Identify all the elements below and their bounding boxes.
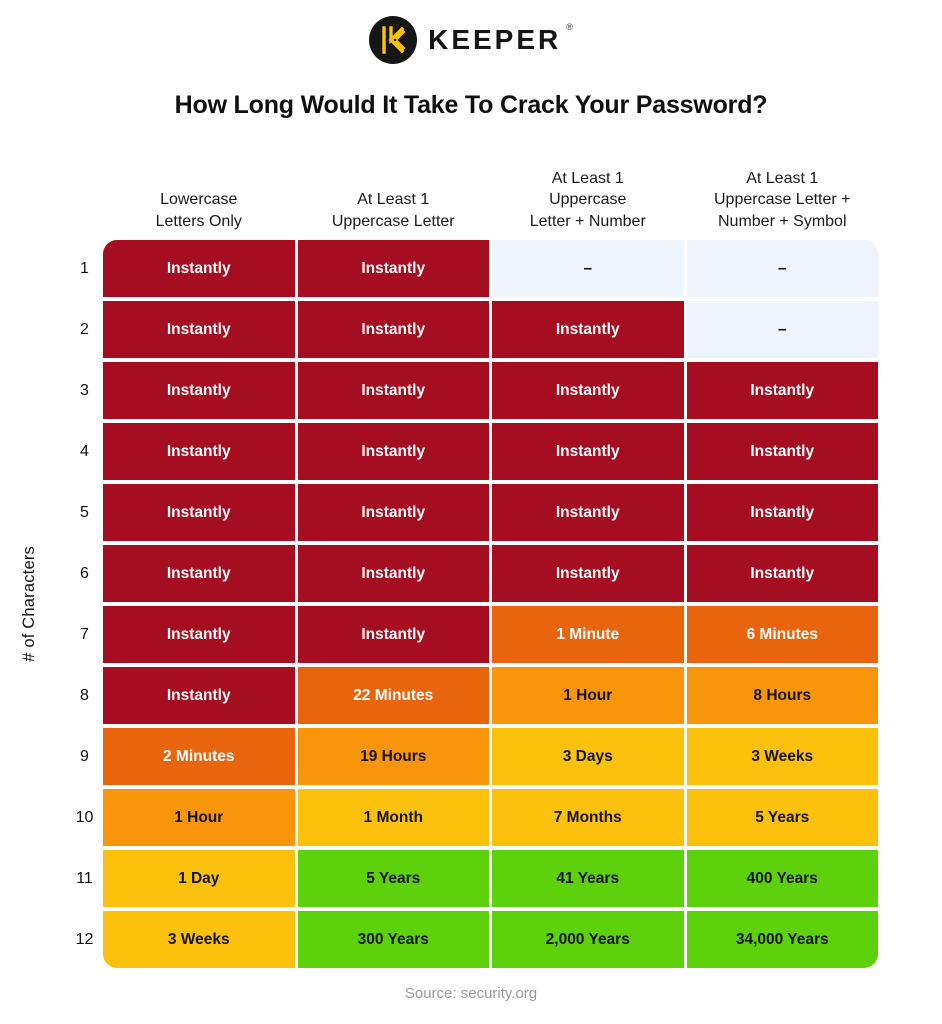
keeper-logo: KEEPER ® bbox=[0, 0, 942, 64]
row-number: 2 bbox=[80, 320, 89, 338]
table-cell: – bbox=[686, 301, 878, 358]
table-cell: Instantly bbox=[686, 545, 878, 602]
row-numbers: 1 2 3 4 5 6 7 8 9 10 11 12 bbox=[58, 240, 103, 968]
table-cell: Instantly bbox=[686, 423, 878, 480]
row-number: 8 bbox=[80, 686, 89, 704]
page-title: How Long Would It Take To Crack Your Pas… bbox=[174, 91, 768, 119]
table-cell: 2 Minutes bbox=[103, 728, 295, 785]
registered-trademark: ® bbox=[566, 22, 573, 32]
table-cell: 6 Minutes bbox=[686, 606, 878, 663]
table-cell: Instantly bbox=[103, 301, 295, 358]
table-cell: Instantly bbox=[103, 240, 295, 297]
table-cell: Instantly bbox=[103, 362, 295, 419]
table-cell: Instantly bbox=[297, 240, 489, 297]
row-number: 9 bbox=[80, 747, 89, 765]
table-cell: 7 Months bbox=[492, 789, 684, 846]
table-cell: Instantly bbox=[103, 667, 295, 724]
source-attribution: Source: security.org bbox=[404, 985, 538, 1002]
row-number: 4 bbox=[80, 442, 89, 460]
table-cell: Instantly bbox=[297, 301, 489, 358]
table-cell: – bbox=[686, 240, 878, 297]
table-cell: Instantly bbox=[492, 301, 684, 358]
table-cell: 1 Minute bbox=[492, 606, 684, 663]
column-header-uppercase-number-symbol: At Least 1 Uppercase Letter + Number + S… bbox=[713, 169, 851, 230]
table-cell: Instantly bbox=[492, 362, 684, 419]
password-crack-table: Lowercase Letters Only At Least 1 Upperc… bbox=[0, 148, 878, 968]
table-cell: Instantly bbox=[103, 606, 295, 663]
keeper-logo-icon bbox=[369, 16, 418, 64]
table-cell: 300 Years bbox=[297, 911, 489, 968]
table-cell: Instantly bbox=[297, 484, 489, 541]
table-cell: 5 Years bbox=[686, 789, 878, 846]
table-cell: 1 Day bbox=[103, 850, 295, 907]
column-header-lowercase-only: Lowercase Letters Only bbox=[155, 191, 242, 230]
table-cell: 5 Years bbox=[297, 850, 489, 907]
table-cell: Instantly bbox=[492, 423, 684, 480]
row-number: 10 bbox=[75, 808, 94, 826]
row-number: 1 bbox=[80, 259, 89, 277]
column-header-uppercase-number: At Least 1 Uppercase Letter + Number bbox=[529, 169, 646, 230]
y-axis-label: # of Characters bbox=[19, 546, 38, 662]
column-headers: Lowercase Letters Only At Least 1 Upperc… bbox=[103, 148, 878, 240]
table-cell: Instantly bbox=[297, 423, 489, 480]
table-cell: 400 Years bbox=[686, 850, 878, 907]
table-cell: Instantly bbox=[103, 545, 295, 602]
table-cell: 1 Hour bbox=[103, 789, 295, 846]
row-number: 7 bbox=[80, 625, 89, 643]
table-cell: 19 Hours bbox=[297, 728, 489, 785]
table-cell: Instantly bbox=[103, 484, 295, 541]
column-header-uppercase: At Least 1 Uppercase Letter bbox=[331, 191, 455, 230]
table-cell: 3 Weeks bbox=[103, 911, 295, 968]
table-cell: Instantly bbox=[297, 545, 489, 602]
table-cell: 22 Minutes bbox=[297, 667, 489, 724]
brand-wordmark: KEEPER bbox=[428, 24, 562, 55]
table-cell: Instantly bbox=[297, 362, 489, 419]
table-cell: 2,000 Years bbox=[492, 911, 684, 968]
table-cell: 8 Hours bbox=[686, 667, 878, 724]
row-number: 3 bbox=[80, 381, 89, 399]
table-cell: 3 Weeks bbox=[686, 728, 878, 785]
table-cell: Instantly bbox=[103, 423, 295, 480]
table-cell: Instantly bbox=[686, 484, 878, 541]
table-cell: Instantly bbox=[686, 362, 878, 419]
table-cell: Instantly bbox=[492, 484, 684, 541]
table-cell: Instantly bbox=[492, 545, 684, 602]
table-cell: 41 Years bbox=[492, 850, 684, 907]
row-number: 12 bbox=[75, 930, 94, 948]
row-number: 6 bbox=[80, 564, 89, 582]
table-cell: 3 Days bbox=[492, 728, 684, 785]
table-cell: 1 Hour bbox=[492, 667, 684, 724]
table-cell: – bbox=[492, 240, 684, 297]
table-cells: Instantly Instantly – – Instantly Instan… bbox=[103, 240, 878, 968]
row-number: 5 bbox=[80, 503, 89, 521]
table-cell: 1 Month bbox=[297, 789, 489, 846]
row-number: 11 bbox=[76, 869, 93, 887]
table-cell: Instantly bbox=[297, 606, 489, 663]
table-cell: 34,000 Years bbox=[686, 911, 878, 968]
